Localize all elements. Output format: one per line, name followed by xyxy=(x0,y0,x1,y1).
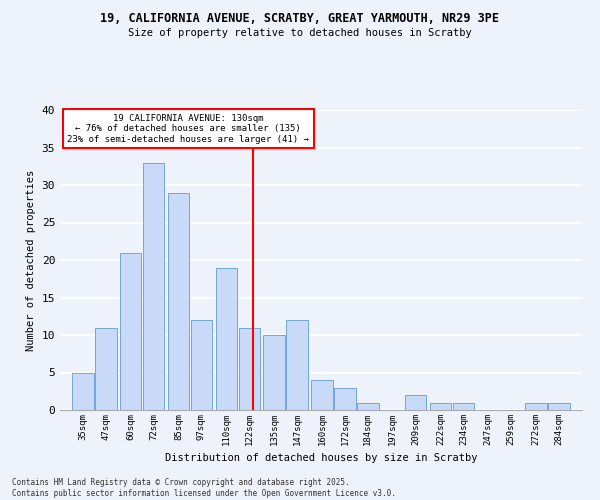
Bar xyxy=(405,395,427,410)
Bar xyxy=(311,380,332,410)
Bar xyxy=(334,388,356,410)
Text: Contains HM Land Registry data © Crown copyright and database right 2025.
Contai: Contains HM Land Registry data © Crown c… xyxy=(12,478,396,498)
Text: 19 CALIFORNIA AVENUE: 130sqm
← 76% of detached houses are smaller (135)
23% of s: 19 CALIFORNIA AVENUE: 130sqm ← 76% of de… xyxy=(67,114,309,144)
Bar xyxy=(286,320,308,410)
Bar xyxy=(526,402,547,410)
Bar xyxy=(215,268,237,410)
Bar xyxy=(357,402,379,410)
Bar xyxy=(548,402,570,410)
Text: 19, CALIFORNIA AVENUE, SCRATBY, GREAT YARMOUTH, NR29 3PE: 19, CALIFORNIA AVENUE, SCRATBY, GREAT YA… xyxy=(101,12,499,26)
Bar xyxy=(143,162,164,410)
Bar xyxy=(263,335,285,410)
Bar xyxy=(120,252,142,410)
Y-axis label: Number of detached properties: Number of detached properties xyxy=(26,170,36,350)
Text: Size of property relative to detached houses in Scratby: Size of property relative to detached ho… xyxy=(128,28,472,38)
Bar xyxy=(453,402,474,410)
X-axis label: Distribution of detached houses by size in Scratby: Distribution of detached houses by size … xyxy=(165,454,477,464)
Bar xyxy=(239,328,260,410)
Bar xyxy=(430,402,451,410)
Bar xyxy=(95,328,116,410)
Bar xyxy=(72,372,94,410)
Bar xyxy=(191,320,212,410)
Bar xyxy=(168,192,189,410)
